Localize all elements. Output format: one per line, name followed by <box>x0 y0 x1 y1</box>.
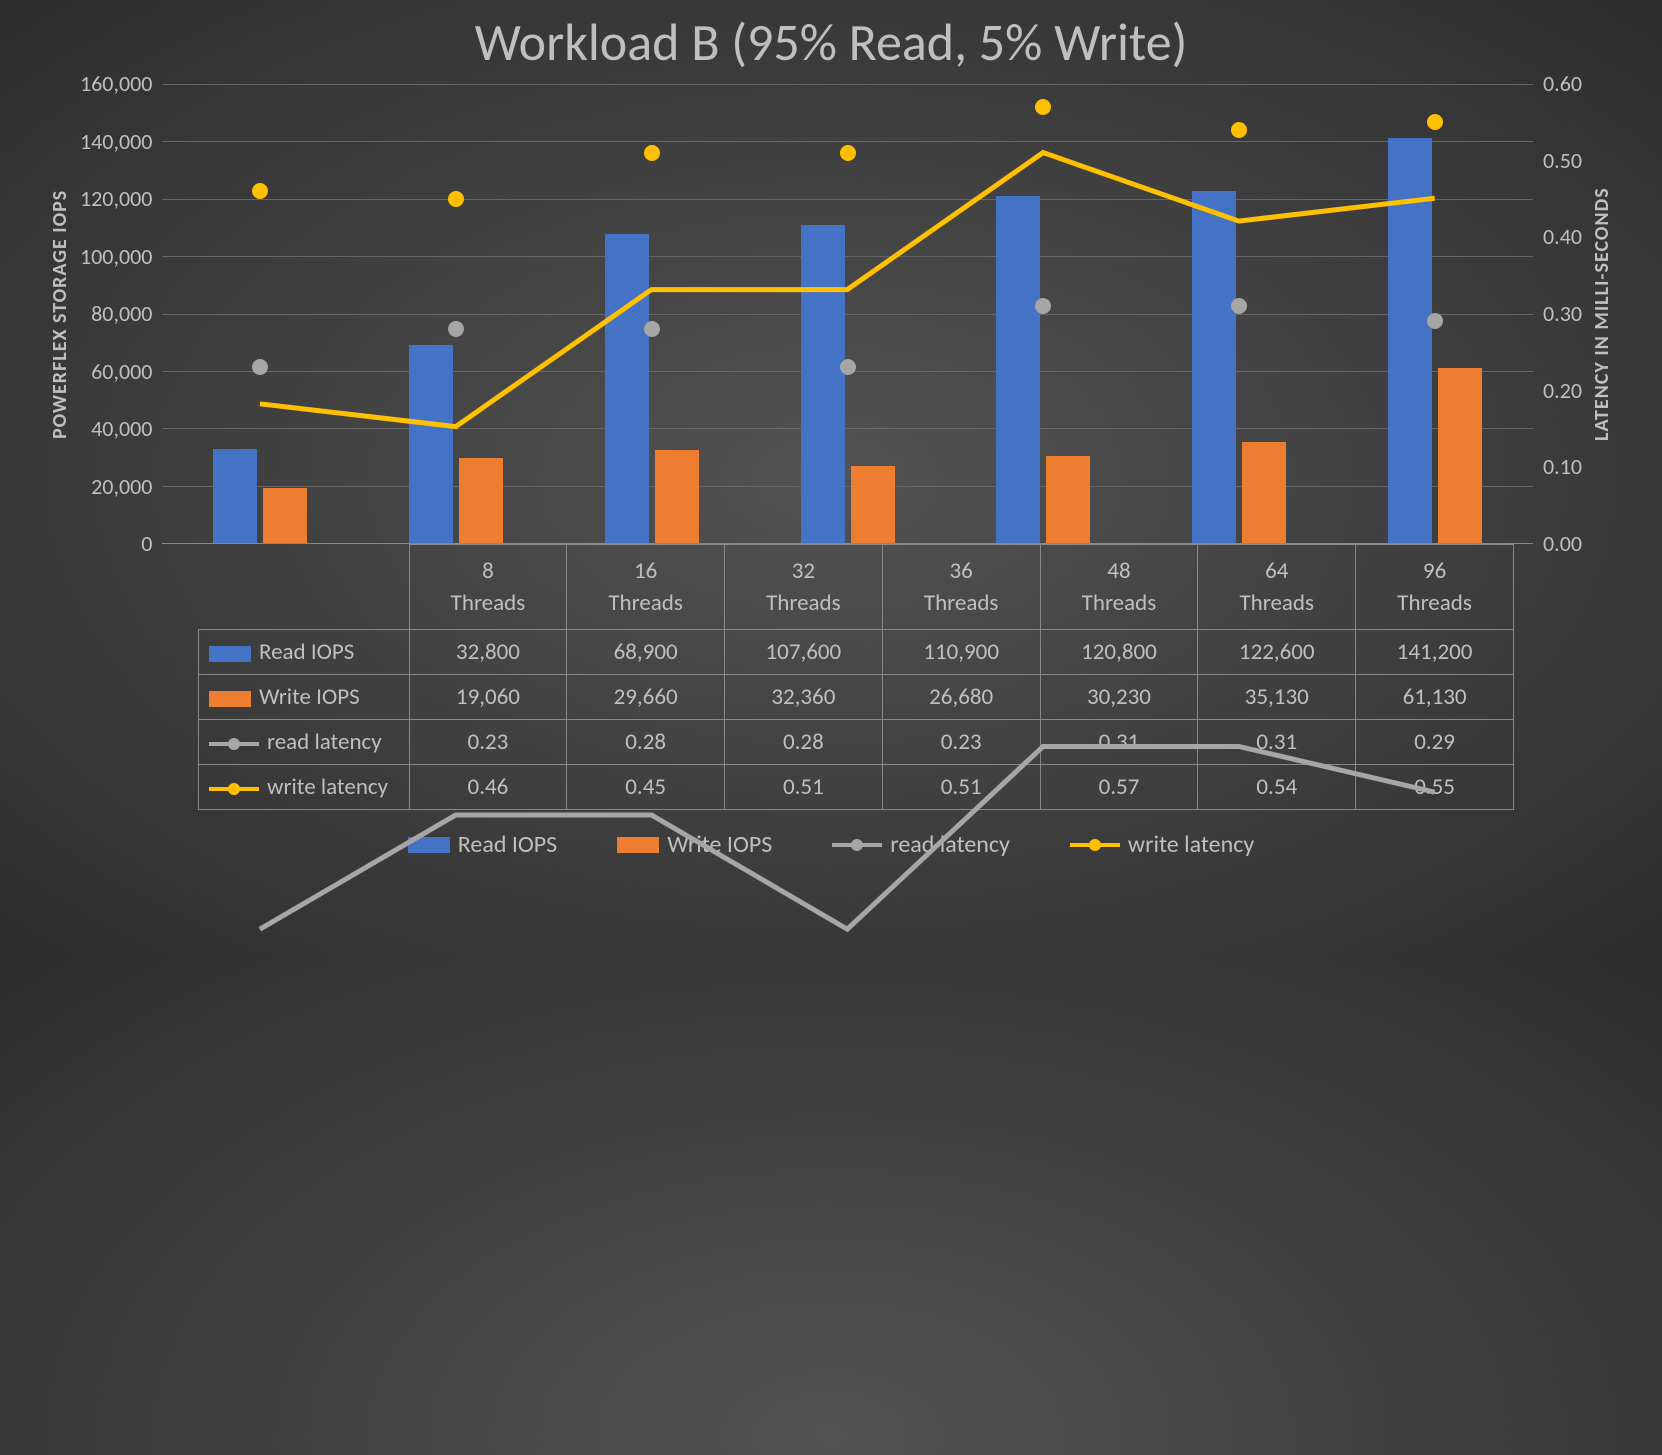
y-axis-right-label: LATENCY IN MILLI-SECONDS <box>1582 84 1622 544</box>
line-marker <box>1231 298 1247 314</box>
line-marker <box>840 145 856 161</box>
line-swatch-icon <box>209 779 259 799</box>
line-series <box>260 153 1435 427</box>
line-marker <box>448 321 464 337</box>
line-marker <box>1035 99 1051 115</box>
line-marker <box>840 359 856 375</box>
line-marker <box>644 145 660 161</box>
chart-title: Workload B (95% Read, 5% Write) <box>40 10 1622 74</box>
chart-container: POWERFLEX STORAGE IOPS 020,00040,00060,0… <box>40 84 1622 544</box>
line-marker <box>1427 313 1443 329</box>
y-axis-left-label: POWERFLEX STORAGE IOPS <box>40 84 80 544</box>
line-swatch-icon <box>1070 835 1120 855</box>
plot-area <box>162 84 1533 544</box>
line-marker <box>448 191 464 207</box>
line-marker <box>252 183 268 199</box>
line-marker <box>252 359 268 375</box>
y-axis-left-ticks: 020,00040,00060,00080,000100,000120,0001… <box>80 84 162 544</box>
line-marker <box>1035 298 1051 314</box>
lines-layer <box>162 84 1533 1455</box>
line-marker <box>1427 114 1443 130</box>
line-swatch-icon <box>832 835 882 855</box>
line-marker <box>644 321 660 337</box>
y-axis-right-ticks: 0.000.100.200.300.400.500.60 <box>1533 84 1582 544</box>
line-swatch-icon <box>209 734 259 754</box>
line-marker <box>1231 122 1247 138</box>
